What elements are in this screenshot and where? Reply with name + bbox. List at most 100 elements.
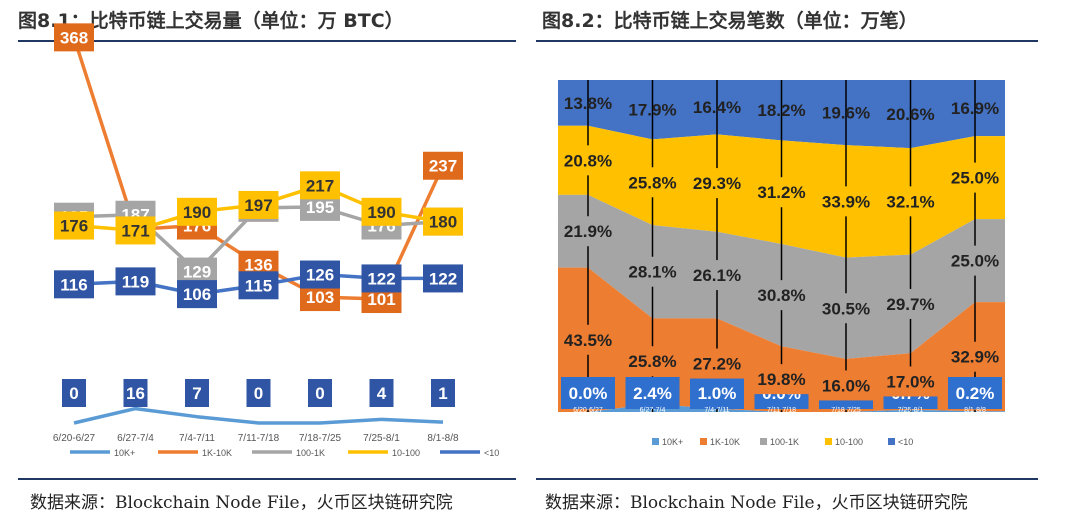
data-label-s3-p2-text: 190 bbox=[183, 203, 211, 222]
data-label-s3-p3-text: 197 bbox=[244, 196, 272, 215]
data-label-s3-p6-text: 180 bbox=[429, 213, 457, 232]
data-label-s4-p6-box bbox=[423, 264, 463, 293]
area-label-s2-p0: 21.9% bbox=[559, 216, 617, 247]
legend-label-4: <10 bbox=[484, 448, 499, 458]
legend-label-4: <10 bbox=[898, 437, 913, 447]
x-tick-label-6: 8/1-8/8 bbox=[427, 433, 459, 444]
area-label-s1-p2-box bbox=[688, 348, 746, 379]
data-label-s2-p2-text: 129 bbox=[183, 263, 211, 282]
data-label-s4-p4: 126 bbox=[300, 260, 340, 289]
x-tick-label-0: 6/20-6/27 bbox=[53, 433, 96, 444]
data-label-s3-p0: 176 bbox=[54, 211, 94, 240]
area-label-s2-p3-box bbox=[752, 280, 811, 311]
area-label-s3-p2-text: 29.3% bbox=[693, 174, 741, 193]
data-label-s0-p0-text: 0 bbox=[69, 384, 78, 403]
data-label-s0-p5-text: 4 bbox=[377, 384, 387, 403]
area-label-s2-p6-box bbox=[946, 245, 1004, 276]
data-label-s3-p2: 190 bbox=[177, 197, 217, 226]
data-label-s4-p4-box bbox=[300, 260, 340, 289]
area-label-s4-p1: 17.9% bbox=[628, 101, 676, 120]
legend-swatch-1 bbox=[700, 438, 707, 445]
legend-label-1: 1K-10K bbox=[202, 448, 232, 458]
area-label-s1-p3: 19.8% bbox=[752, 364, 811, 395]
data-label-s3-p4: 217 bbox=[300, 171, 340, 200]
data-label-s0-p5-box bbox=[369, 379, 394, 407]
area-label-s2-p3: 30.8% bbox=[752, 280, 811, 311]
data-label-s4-p5-box bbox=[361, 264, 402, 293]
area-label-s3-p4-box bbox=[817, 186, 875, 217]
left-source-rule bbox=[18, 478, 516, 480]
data-label-s4-p2: 106 bbox=[177, 280, 217, 309]
area-label-s2-p1-box bbox=[623, 256, 682, 287]
data-label-s4-p2-text: 106 bbox=[183, 285, 211, 304]
data-label-s4-p1-text: 119 bbox=[122, 272, 149, 291]
data-label-s0-p2: 7 bbox=[185, 379, 209, 407]
data-label-s0-p2-text: 7 bbox=[192, 384, 201, 403]
legend-swatch-2 bbox=[760, 438, 767, 445]
area-label-s1-p5-text: 17.0% bbox=[886, 372, 934, 391]
data-label-s3-p3: 197 bbox=[238, 190, 279, 219]
data-label-s0-p4-text: 0 bbox=[315, 384, 324, 403]
area-label-s1-p4: 16.0% bbox=[817, 370, 875, 401]
area-label-s2-p4-text: 30.5% bbox=[822, 299, 870, 318]
area-label-s4-p2: 16.4% bbox=[693, 98, 741, 117]
x-tick-label-5: 7/25-8/1 bbox=[898, 407, 924, 414]
x-tick-label-5: 7/25-8/1 bbox=[363, 433, 400, 444]
area-label-s4-p4-text: 19.6% bbox=[822, 104, 870, 123]
data-label-s0-p4-box bbox=[308, 379, 332, 407]
area-label-s0-p6-box bbox=[948, 377, 1002, 409]
data-label-s3-p0-text: 176 bbox=[60, 217, 88, 236]
legend-swatch-3 bbox=[825, 438, 832, 445]
data-label-s0-p3: 0 bbox=[246, 379, 271, 407]
x-tick-label-3: 7/11-7/18 bbox=[238, 433, 280, 444]
area-label-s1-p4-text: 16.0% bbox=[822, 376, 870, 395]
data-label-s1-p0-text: 368 bbox=[60, 28, 88, 47]
left-source-note: 数据来源：Blockchain Node File，火币区块链研究院 bbox=[30, 493, 453, 513]
data-label-s1-p3-text: 136 bbox=[244, 256, 272, 275]
data-label-s1-p0-box bbox=[54, 23, 94, 52]
area-label-s0-p6: 0.2% bbox=[948, 377, 1002, 409]
data-label-s1-p6-box bbox=[423, 151, 463, 180]
area-label-s2-p2-box bbox=[688, 260, 746, 291]
area-label-s3-p4-text: 33.9% bbox=[822, 192, 870, 211]
data-label-s0-p1-box bbox=[123, 379, 148, 407]
data-label-s0-p4: 0 bbox=[308, 379, 332, 407]
area-label-s1-p6: 32.9% bbox=[946, 341, 1004, 372]
left-chart-title: 图8.1：比特币链上交易量（单位：万 BTC） bbox=[18, 10, 404, 32]
area-label-s3-p4: 33.9% bbox=[817, 186, 875, 217]
data-label-s4-p0-box bbox=[54, 270, 94, 299]
area-label-s0-p6-text: 0.2% bbox=[956, 384, 995, 403]
data-label-s3-p3-box bbox=[238, 190, 279, 219]
area-label-s2-p2-text: 26.1% bbox=[693, 266, 741, 285]
area-label-s4-p4: 19.6% bbox=[822, 104, 870, 123]
area-label-s3-p3-text: 31.2% bbox=[757, 183, 805, 202]
area-label-s3-p6-text: 25.0% bbox=[951, 169, 999, 188]
area-label-s1-p1-text: 25.8% bbox=[628, 352, 676, 371]
area-label-s1-p5-box bbox=[881, 366, 940, 397]
data-label-s4-p0: 116 bbox=[54, 270, 94, 299]
area-label-s4-p3-text: 18.2% bbox=[757, 101, 805, 120]
data-label-s1-p5-text: 101 bbox=[367, 290, 395, 309]
area-label-s0-p0-box bbox=[561, 377, 615, 409]
area-label-s4-p6-text: 16.9% bbox=[951, 99, 999, 118]
area-label-s1-p1: 25.8% bbox=[623, 346, 682, 377]
area-label-s2-p0-box bbox=[559, 216, 617, 247]
data-label-s0-p0-box bbox=[62, 379, 86, 407]
data-label-s3-p5-box bbox=[361, 197, 402, 226]
area-label-s2-p0-text: 21.9% bbox=[564, 222, 612, 241]
area-label-s3-p0: 20.8% bbox=[559, 145, 617, 176]
area-label-s4-p5-text: 20.6% bbox=[886, 105, 934, 124]
data-label-s3-p1: 171 bbox=[115, 216, 156, 245]
area-label-s1-p0-box bbox=[559, 324, 617, 355]
data-label-s4-p6: 122 bbox=[423, 264, 463, 293]
area-label-s4-p1-text: 17.9% bbox=[628, 101, 676, 120]
legend-label-3: 10-100 bbox=[392, 448, 420, 458]
data-label-s3-p0-box bbox=[54, 211, 94, 240]
area-label-s1-p0-text: 43.5% bbox=[564, 331, 612, 350]
data-label-s0-p6: 1 bbox=[431, 379, 455, 407]
data-label-s4-p3: 115 bbox=[238, 271, 279, 300]
data-label-s3-p4-box bbox=[300, 171, 340, 200]
data-label-s0-p6-text: 1 bbox=[438, 384, 447, 403]
data-label-s3-p4-text: 217 bbox=[306, 176, 334, 195]
